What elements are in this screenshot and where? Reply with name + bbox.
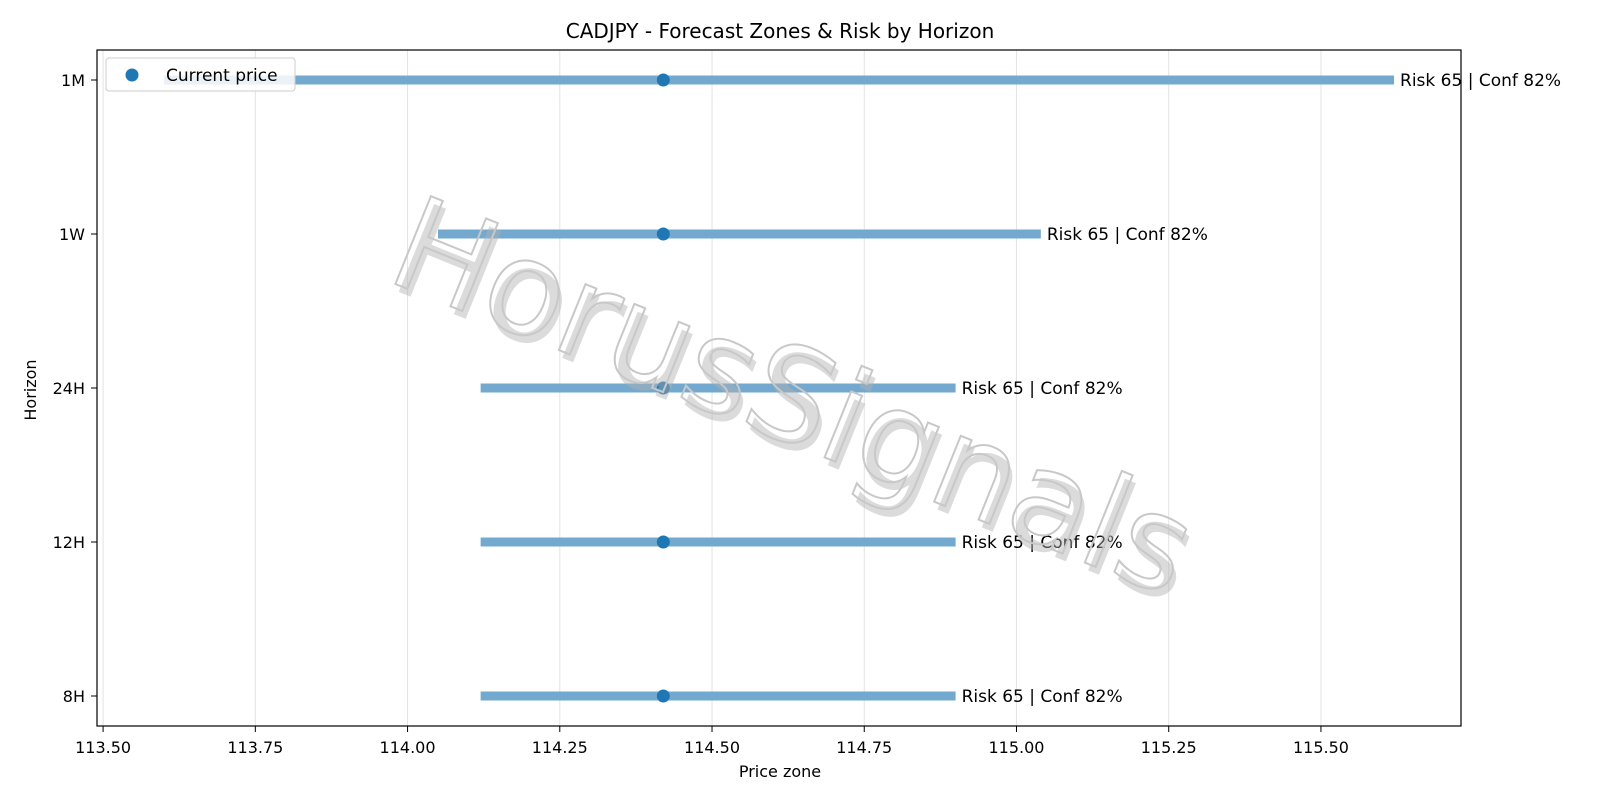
current-price-point-24h <box>656 381 670 395</box>
current-price-point-12h <box>656 535 670 549</box>
annotation-1w: Risk 65 | Conf 82% <box>1047 225 1208 245</box>
current-price-point-1m <box>656 73 670 87</box>
current-price-point-1w <box>656 227 670 241</box>
y-tick-label-8h: 8H <box>63 687 85 706</box>
legend-label-current-price: Current price <box>166 66 278 86</box>
annotation-8h: Risk 65 | Conf 82% <box>962 687 1123 707</box>
y-axis-ticks: 1M 1W 24H 12H 8H <box>53 71 97 706</box>
x-axis-label: Price zone <box>739 762 821 781</box>
x-tick-label: 113.75 <box>227 738 283 757</box>
current-price-points <box>656 73 670 703</box>
current-price-point-8h <box>656 689 670 703</box>
x-tick-label: 114.50 <box>684 738 740 757</box>
y-axis-label: Horizon <box>21 359 40 420</box>
chart-title: CADJPY - Forecast Zones & Risk by Horizo… <box>566 19 995 43</box>
y-tick-label-1m: 1M <box>61 71 85 90</box>
annotation-12h: Risk 65 | Conf 82% <box>962 533 1123 553</box>
range-bars <box>163 75 1395 701</box>
y-tick-label-12h: 12H <box>53 533 85 552</box>
legend-marker-current-price <box>125 68 139 82</box>
legend: Current price <box>105 57 296 92</box>
risk-annotations: Risk 65 | Conf 82% Risk 65 | Conf 82% Risk… <box>962 71 1561 707</box>
y-tick-label-24h: 24H <box>53 379 85 398</box>
y-tick-label-1w: 1W <box>59 225 85 244</box>
annotation-1m: Risk 65 | Conf 82% <box>1400 71 1561 91</box>
x-tick-label: 114.00 <box>380 738 436 757</box>
x-axis-ticks: 113.50 113.75 114.00 114.25 114.50 114.75 115.… <box>75 726 1349 757</box>
x-tick-label: 114.25 <box>532 738 588 757</box>
x-tick-label: 115.25 <box>1141 738 1197 757</box>
annotation-24h: Risk 65 | Conf 82% <box>962 379 1123 399</box>
x-tick-label: 113.50 <box>75 738 131 757</box>
x-tick-label: 114.75 <box>836 738 892 757</box>
x-tick-label: 115.00 <box>988 738 1044 757</box>
x-tick-label: 115.50 <box>1293 738 1349 757</box>
legend-box <box>105 57 296 92</box>
